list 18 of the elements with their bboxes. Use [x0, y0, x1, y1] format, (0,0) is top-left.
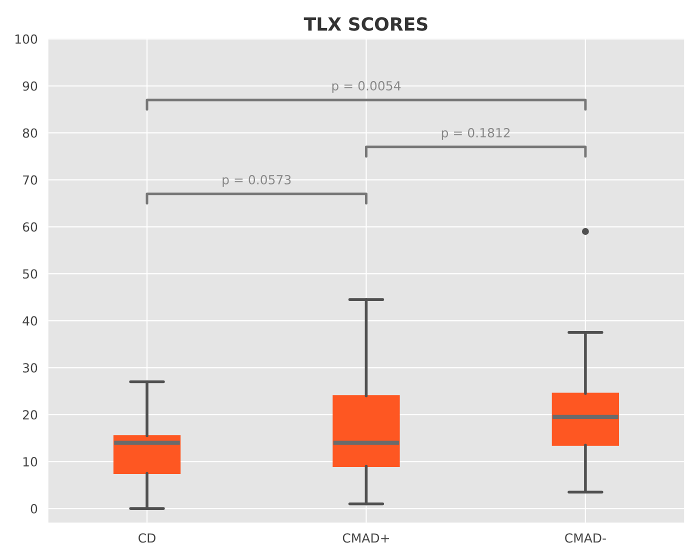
x-tick-label: CMAD+	[342, 533, 389, 543]
annotation: p = 0.0054	[332, 81, 401, 93]
annotation: p = 0.0573	[222, 174, 291, 187]
y-tick-label: 40	[22, 316, 38, 326]
x-tick-label: CMAD-	[565, 533, 606, 543]
y-tick-label: 80	[22, 128, 38, 138]
annotation: p = 0.1812	[442, 128, 510, 140]
y-tick-label: 30	[23, 363, 38, 373]
y-tick-label: 70	[23, 175, 38, 185]
chart-title: TLX SCORES	[304, 17, 428, 31]
y-tick-label: 90	[22, 81, 38, 91]
y-tick-label: 60	[22, 222, 38, 232]
y-tick-label: 10	[23, 457, 38, 467]
y-tick-label: 100	[15, 34, 38, 44]
y-tick-label: 20	[22, 410, 38, 420]
y-tick-label: 0	[30, 504, 38, 514]
y-tick-label: 50	[23, 269, 38, 279]
x-tick-label: CD	[138, 533, 156, 543]
